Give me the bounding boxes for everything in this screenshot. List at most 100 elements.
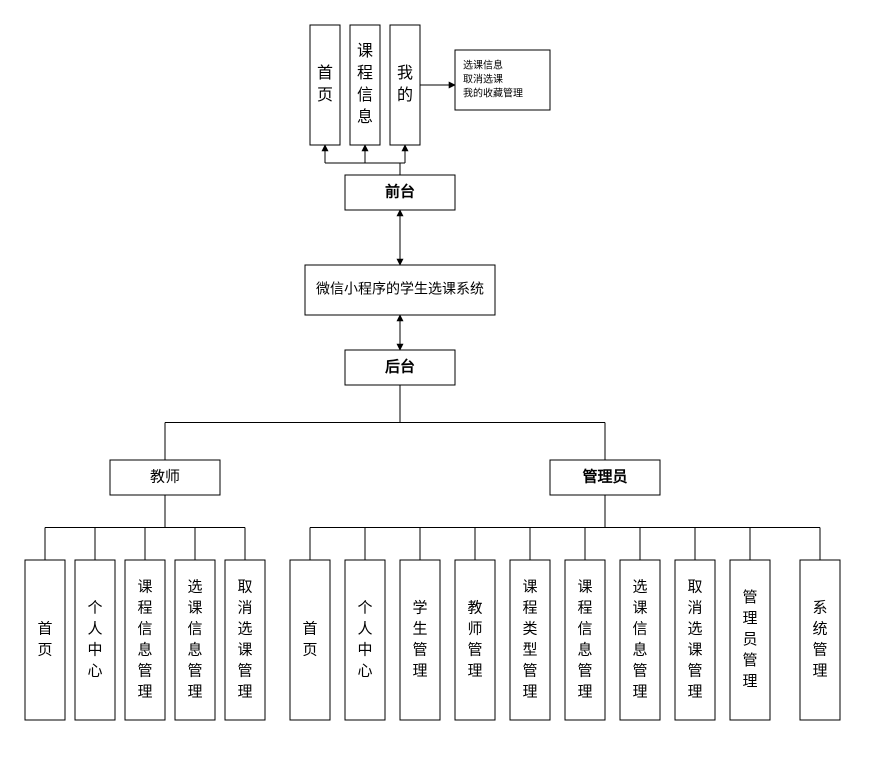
node-char: 师 <box>467 620 482 637</box>
node-char: 息 <box>632 641 647 658</box>
node-char: 课 <box>357 42 373 60</box>
node-char: 管 <box>467 641 482 658</box>
node-char: 系 <box>812 599 827 616</box>
node-a5: 课程类型管理 <box>510 560 550 720</box>
node-char: 理 <box>522 683 537 700</box>
node-t4: 选课信息管理 <box>175 560 215 720</box>
node-char: 选 <box>632 578 647 595</box>
node-char: 管 <box>812 641 827 658</box>
node-char: 课 <box>687 641 702 658</box>
node-char: 选 <box>187 578 202 595</box>
node-line: 取消选课 <box>463 73 503 86</box>
node-char: 管 <box>632 662 647 679</box>
node-a10: 系统管理 <box>800 560 840 720</box>
node-char: 信 <box>632 620 647 637</box>
node-char: 程 <box>137 599 152 616</box>
node-char: 课 <box>137 578 152 595</box>
node-char: 消 <box>237 599 252 616</box>
node-char: 选 <box>687 620 702 637</box>
node-char: 息 <box>577 641 592 658</box>
node-char: 页 <box>302 641 317 658</box>
node-char: 人 <box>357 620 372 637</box>
node-char: 首 <box>37 620 52 637</box>
node-char: 管 <box>412 641 427 658</box>
node-center: 微信小程序的学生选课系统 <box>305 265 495 315</box>
node-char: 息 <box>187 641 202 658</box>
node-label: 前台 <box>385 182 415 200</box>
node-char: 心 <box>87 662 102 679</box>
node-char: 人 <box>87 620 102 637</box>
node-char: 息 <box>137 641 152 658</box>
node-char: 选 <box>237 620 252 637</box>
node-char: 取 <box>687 578 702 595</box>
node-char: 理 <box>187 683 202 700</box>
node-char: 信 <box>137 620 152 637</box>
node-line: 选课信息 <box>463 59 503 72</box>
node-backend: 后台 <box>345 350 455 385</box>
node-char: 管 <box>687 662 702 679</box>
node-a7: 选课信息管理 <box>620 560 660 720</box>
node-char: 程 <box>522 599 537 616</box>
node-front_detail: 选课信息取消选课我的收藏管理 <box>455 50 550 110</box>
node-front_mine: 我的 <box>390 25 420 145</box>
node-char: 首 <box>317 64 333 82</box>
node-a8: 取消选课管理 <box>675 560 715 720</box>
node-char: 型 <box>522 641 537 658</box>
node-char: 管 <box>577 662 592 679</box>
node-char: 教 <box>467 599 482 616</box>
node-char: 管 <box>187 662 202 679</box>
node-char: 信 <box>577 620 592 637</box>
node-char: 程 <box>357 64 373 82</box>
node-char: 管 <box>237 662 252 679</box>
node-char: 信 <box>357 86 373 104</box>
node-admin: 管理员 <box>550 460 660 495</box>
node-char: 理 <box>237 683 252 700</box>
node-char: 理 <box>812 662 827 679</box>
node-char: 统 <box>812 620 827 637</box>
node-char: 课 <box>577 578 592 595</box>
node-label: 后台 <box>385 357 415 375</box>
node-a4: 教师管理 <box>455 560 495 720</box>
node-label: 教师 <box>150 468 180 485</box>
node-char: 息 <box>357 108 373 126</box>
node-char: 理 <box>467 662 482 679</box>
node-teacher: 教师 <box>110 460 220 495</box>
node-frontend: 前台 <box>345 175 455 210</box>
node-front_course: 课程信息 <box>350 25 380 145</box>
node-char: 理 <box>632 683 647 700</box>
node-label: 管理员 <box>582 467 627 485</box>
node-label: 微信小程序的学生选课系统 <box>316 281 484 297</box>
node-front_home: 首页 <box>310 25 340 145</box>
node-a1: 首页 <box>290 560 330 720</box>
node-line: 我的收藏管理 <box>463 87 523 100</box>
node-char: 消 <box>687 599 702 616</box>
node-t3: 课程信息管理 <box>125 560 165 720</box>
node-char: 的 <box>397 86 413 104</box>
node-char: 理 <box>577 683 592 700</box>
node-char: 管 <box>522 662 537 679</box>
node-char: 我 <box>397 64 413 82</box>
node-char: 生 <box>412 620 427 637</box>
node-char: 中 <box>87 641 102 658</box>
node-char: 个 <box>357 599 372 616</box>
node-t5: 取消选课管理 <box>225 560 265 720</box>
node-char: 个 <box>87 599 102 616</box>
node-t2: 个人中心 <box>75 560 115 720</box>
node-char: 取 <box>237 578 252 595</box>
node-char: 程 <box>577 599 592 616</box>
node-a2: 个人中心 <box>345 560 385 720</box>
node-char: 管 <box>137 662 152 679</box>
node-char: 理 <box>742 610 757 627</box>
org-chart-diagram: 微信小程序的学生选课系统前台首页课程信息我的选课信息取消选课我的收藏管理后台教师… <box>0 0 896 775</box>
node-char: 类 <box>522 620 537 637</box>
node-char: 页 <box>317 87 333 104</box>
node-char: 理 <box>137 683 152 700</box>
node-char: 课 <box>522 578 537 595</box>
node-char: 页 <box>37 641 52 658</box>
node-char: 信 <box>187 620 202 637</box>
node-a3: 学生管理 <box>400 560 440 720</box>
node-char: 首 <box>302 620 317 637</box>
node-char: 中 <box>357 641 372 658</box>
node-t1: 首页 <box>25 560 65 720</box>
node-char: 课 <box>237 641 252 658</box>
